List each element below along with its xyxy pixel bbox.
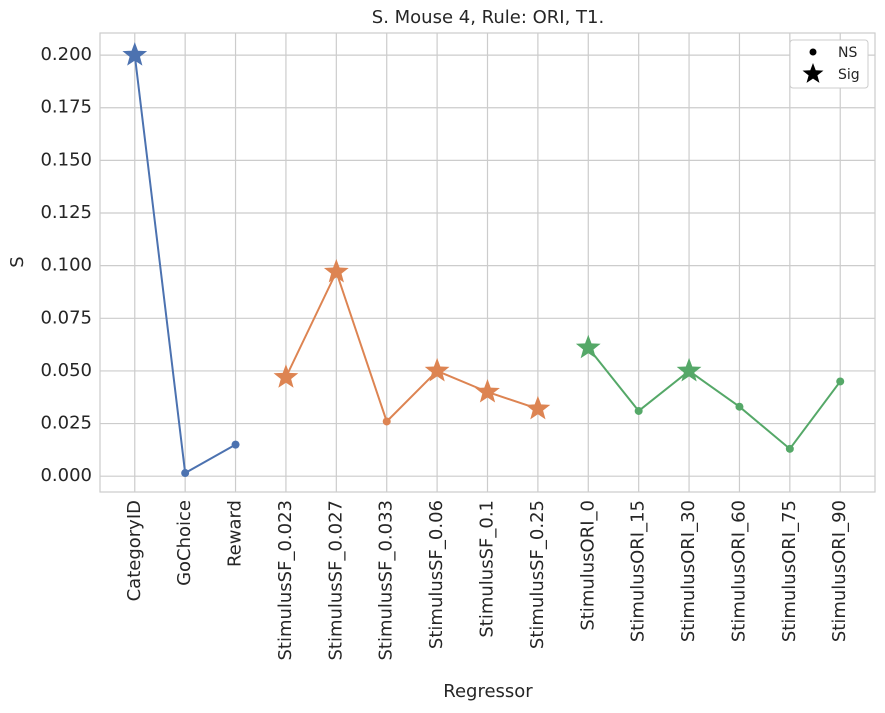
legend-ns-marker — [809, 48, 817, 56]
x-tick-label: StimulusSF_0.1 — [477, 500, 498, 638]
y-tick-label: 0.075 — [40, 307, 92, 328]
y-tick-label: 0.050 — [40, 360, 92, 381]
x-tick-label: StimulusSF_0.023 — [275, 500, 296, 661]
ns-marker — [836, 377, 845, 386]
y-axis-label: S — [7, 256, 28, 267]
y-tick-label: 0.100 — [40, 255, 92, 276]
x-tick-label: StimulusORI_60 — [728, 500, 749, 642]
legend-sig-marker — [802, 63, 824, 83]
x-tick-label: StimulusORI_75 — [779, 500, 800, 642]
legend-label: NS — [838, 45, 857, 61]
x-tick-label: StimulusSF_0.027 — [325, 500, 346, 661]
x-tick-label: StimulusSF_0.033 — [376, 500, 397, 661]
sig-marker — [273, 364, 299, 388]
legend: NS Sig — [789, 39, 869, 89]
x-tick-label: StimulusORI_0 — [577, 500, 598, 631]
series-line — [285, 269, 539, 424]
y-tick-label: 0.125 — [40, 202, 92, 223]
y-tick-label: 0.150 — [40, 149, 92, 170]
ns-marker — [382, 417, 391, 426]
ns-marker — [634, 406, 643, 415]
sig-marker — [525, 395, 551, 420]
x-tick-label: StimulusORI_90 — [829, 500, 850, 642]
ns-marker — [785, 444, 794, 453]
y-tick-label: 0.025 — [40, 413, 92, 434]
x-tick-label: GoChoice — [174, 500, 195, 586]
sig-marker — [676, 357, 702, 382]
sig-marker — [323, 258, 349, 283]
x-tick-label: StimulusORI_30 — [678, 500, 699, 642]
y-tick-label: 0.000 — [40, 465, 92, 486]
legend-label: Sig — [838, 67, 860, 83]
x-tick-label: Reward — [225, 500, 246, 567]
x-tick-label: StimulusORI_15 — [628, 500, 649, 642]
x-tick-label: StimulusSF_0.06 — [426, 500, 447, 649]
x-tick-label: CategoryID — [124, 500, 145, 601]
y-tick-label: 0.200 — [40, 44, 92, 65]
chart-title: S. Mouse 4, Rule: ORI, T1. — [372, 7, 604, 28]
y-tick-label: 0.175 — [40, 97, 92, 118]
x-tick-label: StimulusSF_0.25 — [527, 500, 548, 649]
sig-marker — [424, 357, 450, 382]
ns-marker — [181, 469, 190, 478]
ns-marker — [231, 440, 240, 449]
series-line — [587, 347, 842, 451]
sig-marker — [575, 334, 601, 359]
x-axis-label: Regressor — [443, 681, 533, 702]
ns-marker — [735, 402, 744, 411]
sig-marker — [122, 42, 148, 66]
sig-marker — [475, 378, 500, 403]
